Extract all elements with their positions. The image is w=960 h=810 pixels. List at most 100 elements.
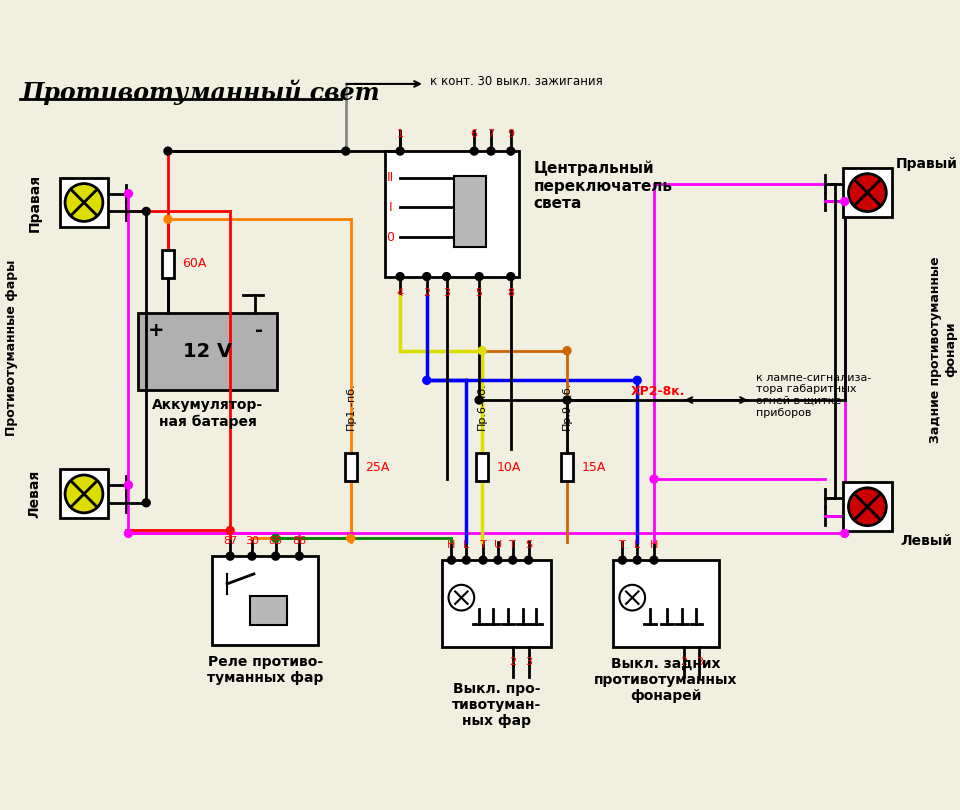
Text: 3: 3 [443, 288, 450, 298]
Text: T: T [480, 540, 487, 550]
Circle shape [443, 273, 450, 280]
Text: Левая: Левая [28, 470, 41, 518]
Text: 4: 4 [396, 288, 403, 298]
Bar [212, 556, 318, 645]
Text: Аккумулятор-
ная батарея: Аккумулятор- ная батарея [152, 398, 263, 428]
Circle shape [422, 377, 431, 384]
Circle shape [448, 585, 474, 611]
Text: Реле противо-
туманных фар: Реле противо- туманных фар [207, 655, 324, 685]
Circle shape [618, 556, 626, 564]
Text: Левый: Левый [900, 535, 952, 548]
Circle shape [475, 396, 483, 404]
Circle shape [396, 147, 404, 155]
Text: Выкл. задних
противотуманных
фонарей: Выкл. задних противотуманных фонарей [594, 657, 737, 703]
Circle shape [396, 273, 404, 280]
Bar [562, 454, 573, 481]
Bar [442, 560, 551, 647]
Circle shape [849, 173, 886, 211]
Text: 2: 2 [423, 288, 430, 298]
Text: -: - [254, 322, 263, 340]
Circle shape [470, 147, 478, 155]
Circle shape [479, 556, 487, 564]
Circle shape [487, 147, 495, 155]
Circle shape [296, 552, 303, 560]
Circle shape [841, 198, 849, 206]
Circle shape [650, 475, 658, 483]
Text: 15А: 15А [582, 461, 607, 474]
Text: Задние противотуманные
фонари: Задние противотуманные фонари [929, 256, 957, 443]
Bar [843, 482, 892, 531]
Text: 9: 9 [507, 130, 515, 139]
Circle shape [342, 147, 349, 155]
Bar [60, 178, 108, 227]
Text: H: H [447, 540, 456, 550]
Text: 2: 2 [680, 657, 687, 667]
Circle shape [227, 552, 234, 560]
Bar [138, 313, 276, 390]
Text: к конт. 30 выкл. зажигания: к конт. 30 выкл. зажигания [430, 75, 603, 88]
Text: U: U [493, 540, 502, 550]
Circle shape [564, 347, 571, 355]
Text: 87: 87 [223, 536, 237, 547]
Circle shape [507, 273, 515, 280]
Circle shape [125, 190, 132, 198]
Circle shape [478, 347, 486, 355]
Bar [345, 454, 356, 481]
Text: T: T [619, 540, 626, 550]
Text: 10А: 10А [497, 461, 521, 474]
Circle shape [447, 556, 455, 564]
Circle shape [142, 499, 150, 507]
Text: L: L [463, 540, 469, 550]
Circle shape [142, 207, 150, 215]
Text: I: I [389, 201, 392, 214]
Text: Пр1.-пб.: Пр1.-пб. [346, 382, 356, 429]
Circle shape [634, 556, 641, 564]
Circle shape [494, 556, 502, 564]
Text: Правый: Правый [896, 157, 958, 171]
Circle shape [65, 184, 103, 221]
Text: 30: 30 [245, 536, 259, 547]
Text: Центральный
переключатель
света: Центральный переключатель света [534, 161, 672, 211]
Text: к лампе-сигнализа-
тора габаритных
огней в щитке
приборов: к лампе-сигнализа- тора габаритных огней… [756, 373, 871, 417]
Text: Противотуманный свет: Противотуманный свет [22, 79, 380, 104]
Text: S: S [525, 540, 532, 550]
Circle shape [509, 556, 516, 564]
Circle shape [619, 585, 645, 611]
Text: 3: 3 [525, 657, 532, 667]
Circle shape [475, 273, 483, 280]
Circle shape [422, 273, 431, 280]
Circle shape [248, 552, 256, 560]
Text: 86: 86 [292, 536, 306, 547]
Text: H: H [650, 540, 659, 550]
Bar [162, 250, 174, 278]
Text: 12 V: 12 V [183, 342, 232, 361]
Circle shape [164, 215, 172, 224]
Circle shape [849, 488, 886, 526]
Circle shape [125, 530, 132, 537]
Text: 0: 0 [386, 231, 395, 244]
Circle shape [564, 396, 571, 404]
Text: Противотуманные фары: Противотуманные фары [6, 260, 18, 437]
Text: +: + [148, 322, 164, 340]
Circle shape [164, 147, 172, 155]
Text: 85: 85 [269, 536, 282, 547]
Circle shape [272, 552, 279, 560]
Text: 3: 3 [696, 657, 703, 667]
Text: 2: 2 [509, 657, 516, 667]
Circle shape [841, 530, 849, 537]
Text: Пр.6-пб.: Пр.6-пб. [477, 382, 487, 429]
Bar [250, 595, 287, 625]
Text: 8: 8 [507, 288, 515, 298]
Circle shape [507, 147, 515, 155]
Circle shape [125, 481, 132, 489]
Text: Выкл. про-
тивотуман-
ных фар: Выкл. про- тивотуман- ных фар [452, 682, 541, 728]
Circle shape [227, 526, 234, 535]
Text: 25А: 25А [366, 461, 390, 474]
Circle shape [65, 475, 103, 513]
Text: ХР2-8к.: ХР2-8к. [631, 385, 684, 399]
Bar [612, 560, 719, 647]
Circle shape [347, 535, 354, 543]
Text: II: II [387, 171, 394, 185]
Bar [454, 176, 486, 247]
Bar [60, 470, 108, 518]
